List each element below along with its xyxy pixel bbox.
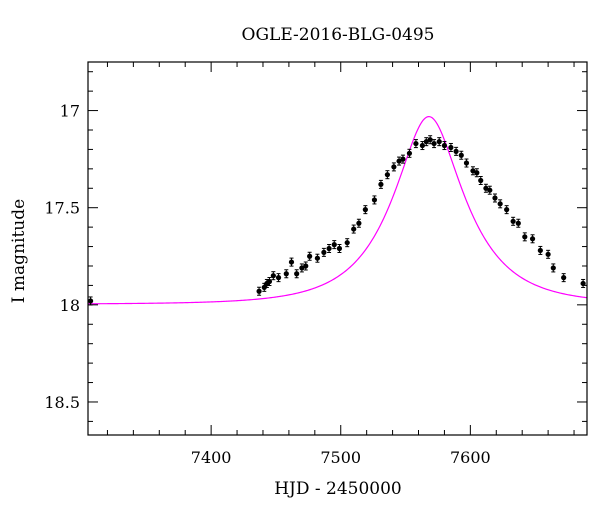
data-point	[299, 265, 305, 271]
data-point	[431, 140, 437, 147]
data-point	[362, 207, 368, 213]
data-point	[371, 197, 378, 203]
data-point	[400, 156, 406, 162]
data-point	[275, 275, 282, 281]
data-point	[87, 298, 94, 304]
model-curve-group	[88, 115, 588, 305]
data-point	[458, 152, 464, 158]
x-tick-label: 7400	[191, 448, 232, 467]
data-point	[413, 140, 419, 147]
y-tick-label: 17	[60, 102, 80, 121]
y-axis-label: I magnitude	[9, 199, 29, 303]
data-point	[580, 280, 586, 287]
data-point	[351, 226, 357, 232]
model-curve	[88, 115, 588, 305]
data-point	[448, 144, 454, 151]
data-point	[326, 245, 332, 252]
data-point	[384, 172, 390, 178]
data-point	[356, 220, 362, 226]
data-point	[441, 142, 448, 149]
data-point	[406, 150, 413, 156]
data-point	[478, 177, 484, 184]
data-point	[396, 158, 402, 164]
data-point	[283, 271, 289, 277]
data-point	[419, 142, 425, 149]
data-point	[510, 218, 516, 224]
data-point	[314, 255, 321, 261]
data-point	[294, 271, 300, 277]
x-tick-label: 7600	[450, 448, 491, 467]
y-tick-label: 18.5	[44, 393, 80, 412]
x-tick-label: 7500	[320, 448, 361, 467]
data-point	[474, 170, 480, 176]
data-point	[453, 148, 459, 154]
data-point	[463, 160, 470, 166]
data-point	[550, 265, 556, 271]
data-point	[266, 278, 273, 285]
data-point	[470, 168, 476, 174]
data-point	[344, 240, 350, 246]
data-point	[487, 187, 493, 193]
data-point	[504, 207, 510, 213]
data-point	[497, 201, 503, 207]
chart-title: OGLE-2016-BLG-0495	[242, 25, 435, 45]
data-point	[529, 236, 536, 242]
data-point	[492, 195, 498, 201]
data-point	[483, 185, 489, 191]
axes-group: 7400 7500 7600 17 17.5 18 18.5	[44, 62, 587, 467]
data-point	[561, 275, 567, 281]
data-point	[436, 139, 442, 145]
data-points-group	[87, 135, 586, 306]
data-point	[378, 181, 384, 187]
data-point	[427, 137, 433, 143]
data-point	[522, 234, 528, 240]
y-tick-label: 17.5	[44, 199, 80, 218]
data-point	[545, 251, 551, 257]
data-point	[537, 247, 543, 254]
plot-frame	[87, 61, 588, 436]
x-axis-label: HJD - 2450000	[274, 479, 402, 499]
data-point	[336, 245, 343, 252]
data-point	[270, 273, 276, 279]
data-point	[288, 259, 295, 265]
data-point	[307, 253, 313, 259]
data-point	[515, 220, 521, 226]
y-tick-label: 18	[60, 296, 80, 315]
data-point	[423, 139, 429, 145]
data-point	[303, 263, 309, 269]
data-point	[321, 249, 327, 255]
data-point	[261, 284, 267, 290]
data-point	[331, 242, 337, 248]
data-point	[391, 164, 397, 170]
data-point	[256, 288, 262, 294]
